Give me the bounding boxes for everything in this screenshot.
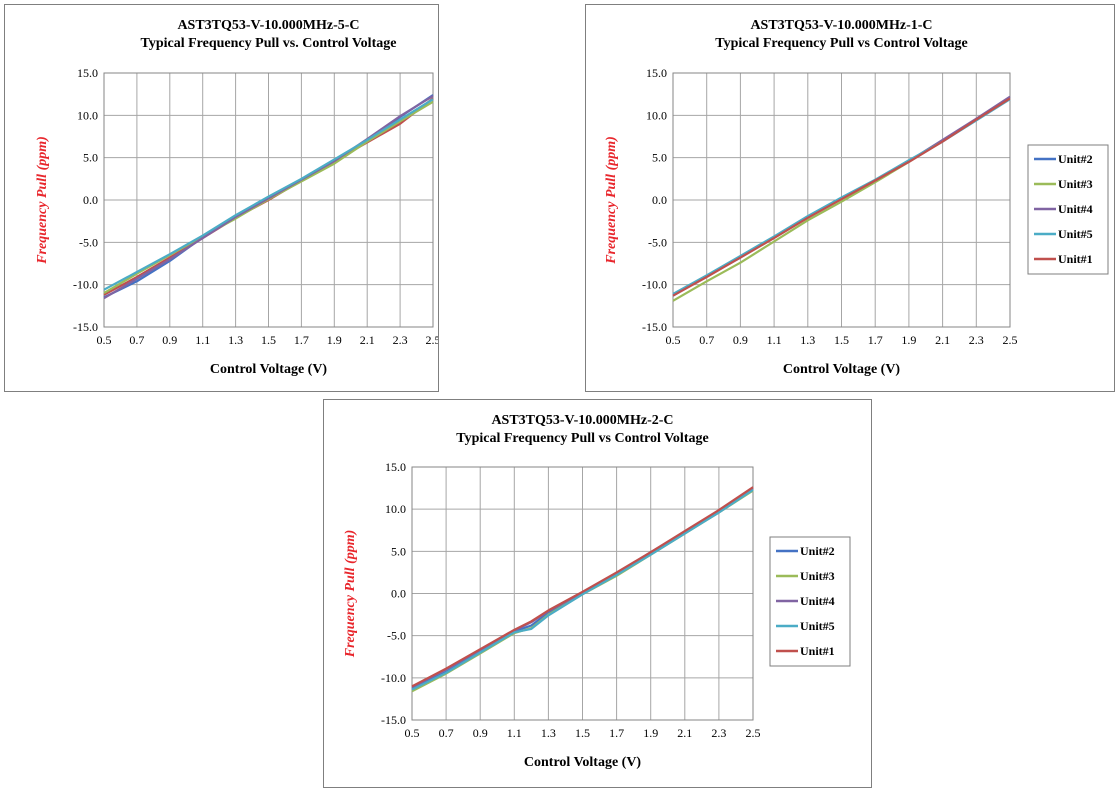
legend-label: Unit#5 <box>800 619 835 633</box>
y-tick-label: -10.0 <box>381 671 406 685</box>
x-tick-label: 2.5 <box>426 333 439 347</box>
x-tick-label: 0.9 <box>473 726 488 740</box>
x-axis-label: Control Voltage (V) <box>524 755 642 770</box>
y-tick-label: -15.0 <box>381 713 406 727</box>
x-tick-label: 1.3 <box>541 726 556 740</box>
x-tick-label: 2.1 <box>935 333 950 347</box>
series-line-unit4 <box>103 94 434 300</box>
y-tick-label: 5.0 <box>83 151 98 165</box>
y-axis-label: Frequency Pull (ppm) <box>35 136 50 265</box>
y-tick-label: -10.0 <box>642 278 667 292</box>
x-tick-label: 1.9 <box>643 726 658 740</box>
x-tick-label: 1.1 <box>195 333 210 347</box>
y-tick-label: -15.0 <box>642 320 667 334</box>
x-tick-label: 1.7 <box>294 333 309 347</box>
x-tick-label: 1.5 <box>575 726 590 740</box>
chart-subtitle: Typical Frequency Pull vs Control Voltag… <box>715 36 967 51</box>
chart-title: AST3TQ53-V-10.000MHz-1-C <box>750 18 932 33</box>
x-tick-label: 2.3 <box>969 333 984 347</box>
y-tick-label: -10.0 <box>73 278 98 292</box>
x-tick-label: 2.1 <box>360 333 375 347</box>
x-tick-label: 0.7 <box>129 333 144 347</box>
y-tick-label: 15.0 <box>646 66 667 80</box>
y-tick-label: 0.0 <box>652 193 667 207</box>
x-axis-label: Control Voltage (V) <box>210 362 328 377</box>
x-tick-label: 1.9 <box>901 333 916 347</box>
x-tick-label: 0.5 <box>405 726 420 740</box>
y-axis-label: Frequency Pull (ppm) <box>343 530 358 659</box>
legend-label: Unit#1 <box>800 644 835 658</box>
y-tick-label: 15.0 <box>77 66 98 80</box>
y-tick-label: 10.0 <box>77 108 98 122</box>
x-tick-label: 1.1 <box>507 726 522 740</box>
x-tick-label: 1.5 <box>834 333 849 347</box>
x-tick-label: 0.7 <box>699 333 714 347</box>
legend-label: Unit#3 <box>800 569 835 583</box>
y-tick-label: 5.0 <box>391 544 406 558</box>
x-tick-label: 0.7 <box>439 726 454 740</box>
x-tick-label: 1.9 <box>327 333 342 347</box>
x-tick-label: 0.5 <box>666 333 681 347</box>
chart-title: AST3TQ53-V-10.000MHz-2-C <box>491 413 673 428</box>
chart-svg: AST3TQ53-V-10.000MHz-1-C Typical Frequenc… <box>604 18 1109 377</box>
plot-area <box>672 72 1011 328</box>
y-tick-label: 0.0 <box>83 193 98 207</box>
x-tick-label: 2.1 <box>677 726 692 740</box>
x-tick-label: 0.9 <box>733 333 748 347</box>
x-tick-label: 1.3 <box>800 333 815 347</box>
y-tick-label: 0.0 <box>391 587 406 601</box>
chart-subtitle: Typical Frequency Pull vs Control Voltag… <box>456 431 708 446</box>
plot-area <box>411 466 754 721</box>
legend-label: Unit#1 <box>1058 252 1093 266</box>
chart-panel-unit2: AST3TQ53-V-10.000MHz-2-C Typical Frequenc… <box>323 399 872 788</box>
chart-subtitle: Typical Frequency Pull vs. Control Volta… <box>141 36 397 51</box>
x-tick-label: 2.3 <box>393 333 408 347</box>
y-tick-label: 10.0 <box>385 502 406 516</box>
y-axis-label: Frequency Pull (ppm) <box>604 136 619 265</box>
y-tick-label: 10.0 <box>646 108 667 122</box>
series-line-unit5 <box>103 98 434 291</box>
chart-svg: AST3TQ53-V-10.000MHz-2-C Typical Frequenc… <box>343 413 851 770</box>
legend-label: Unit#2 <box>1058 152 1093 166</box>
y-tick-label: -15.0 <box>73 320 98 334</box>
y-tick-label: -5.0 <box>648 235 667 249</box>
x-tick-label: 1.7 <box>868 333 883 347</box>
x-tick-label: 0.9 <box>162 333 177 347</box>
chart-panel-unit1: AST3TQ53-V-10.000MHz-1-C Typical Frequenc… <box>585 4 1115 392</box>
x-tick-label: 1.7 <box>609 726 624 740</box>
x-axis-label: Control Voltage (V) <box>783 362 901 377</box>
y-tick-label: 5.0 <box>652 151 667 165</box>
series-line-unit1 <box>411 486 754 688</box>
series-line-unit1 <box>672 97 1011 297</box>
x-tick-label: 1.1 <box>767 333 782 347</box>
legend-label: Unit#5 <box>1058 227 1093 241</box>
chart-panel-unit5: AST3TQ53-V-10.000MHz-5-C Typical Frequenc… <box>4 4 439 392</box>
chart-title: AST3TQ53-V-10.000MHz-5-C <box>177 18 359 33</box>
y-tick-label: -5.0 <box>79 235 98 249</box>
x-tick-label: 1.3 <box>228 333 243 347</box>
x-tick-label: 2.5 <box>746 726 761 740</box>
plot-area <box>103 72 434 328</box>
legend-label: Unit#2 <box>800 544 835 558</box>
y-tick-label: -5.0 <box>387 629 406 643</box>
y-tick-label: 15.0 <box>385 460 406 474</box>
legend-label: Unit#3 <box>1058 177 1093 191</box>
legend-label: Unit#4 <box>800 594 835 608</box>
chart-svg: AST3TQ53-V-10.000MHz-5-C Typical Frequenc… <box>35 18 439 377</box>
x-tick-label: 2.3 <box>711 726 726 740</box>
legend-label: Unit#4 <box>1058 202 1093 216</box>
series-line-unit5 <box>411 488 754 691</box>
x-tick-label: 2.5 <box>1003 333 1018 347</box>
x-tick-label: 1.5 <box>261 333 276 347</box>
x-tick-label: 0.5 <box>97 333 112 347</box>
